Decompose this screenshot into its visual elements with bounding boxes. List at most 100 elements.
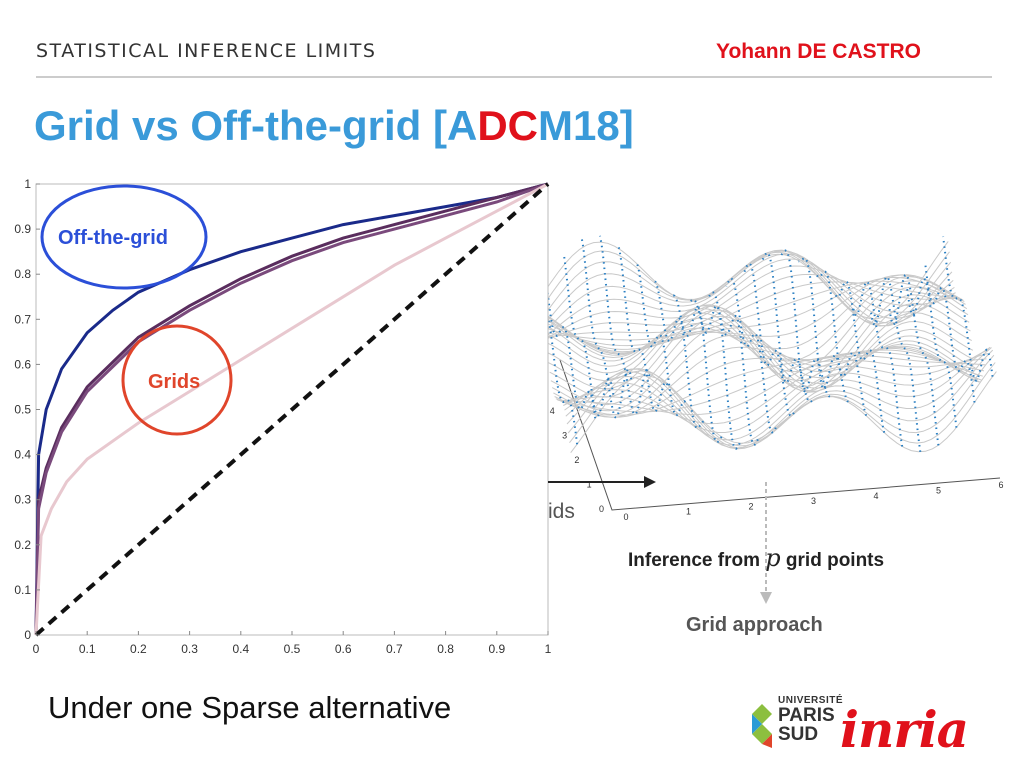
x-tick-label: 0.2 (130, 642, 147, 656)
inference-var: p (765, 544, 781, 572)
surface-mesh-line (542, 286, 969, 382)
surface-grid-points (689, 298, 741, 450)
header-divider (36, 76, 992, 78)
surface-mesh-line (566, 349, 994, 450)
surface-mesh-line (532, 273, 959, 338)
surface-floor-axes (559, 359, 1001, 511)
x-tick-label: 0.4 (232, 642, 249, 656)
y-tick-label: 0.7 (14, 312, 31, 326)
off-the-grid-bubble (40, 184, 208, 290)
surface-grid-points (869, 275, 922, 453)
surface-mesh-line (539, 276, 966, 362)
logo-line-1: UNIVERSITÉ (778, 695, 844, 706)
surface-mesh-line (537, 274, 964, 353)
paris-sud-logo: UNIVERSITÉ PARIS SUD (778, 695, 844, 745)
inference-suffix: grid points (785, 550, 885, 571)
surface-grid-points (562, 254, 615, 417)
surface-mesh-line (538, 274, 965, 354)
surface-mesh-line (534, 280, 961, 347)
surface-y-tick: 0 (599, 504, 604, 514)
surface-mesh-line (531, 265, 958, 343)
y-tick-label: 0.5 (14, 403, 31, 417)
roc-series-line-1 (34, 182, 549, 636)
surface-mesh-line (549, 309, 976, 398)
y-tick-label: 0 (24, 628, 31, 642)
y-tick-label: 0.4 (14, 448, 31, 462)
roc-ticks: 0 0.1 0.2 0.3 0.4 0.5 0.6 0.7 0.8 0.9 1 0 0.1 0.2 0.3 0… (14, 177, 551, 656)
surface-y-tick: 1 (587, 480, 592, 490)
title-prefix: Grid vs Off-the-grid [A (34, 102, 478, 149)
surface-mesh-line (559, 355, 986, 416)
x-tick-label: 0.1 (79, 642, 96, 656)
grids-label: Grids (148, 371, 201, 393)
y-tick-label: 0.1 (14, 583, 31, 597)
surface-grid-points (924, 262, 976, 403)
title-suffix: M18] (538, 102, 634, 149)
x-tick-label: 0 (33, 642, 40, 656)
surface-mesh-line (548, 305, 975, 390)
x-tick-label: 0.5 (284, 642, 301, 656)
slide-title: Grid vs Off-the-grid [ADCM18] (34, 102, 634, 150)
roc-series-line-3 (34, 182, 549, 636)
roc-series (34, 182, 550, 637)
y-tick-label: 0.6 (14, 357, 31, 371)
x-tick-label: 0.8 (437, 642, 454, 656)
grids-bubble (121, 324, 233, 436)
surface-x-tick: 0 (623, 512, 628, 522)
surface-grid-points (906, 277, 958, 428)
y-tick-label: 0.2 (14, 538, 31, 552)
surface-y-tick: 4 (550, 406, 555, 416)
y-tick-label: 1 (24, 177, 31, 191)
surface-x-tick: 3 (811, 496, 816, 506)
surface-mesh-line (529, 258, 956, 347)
surface-mesh-line (535, 277, 963, 350)
surface-x-tick: 1 (686, 507, 691, 517)
surface-mesh-line (522, 241, 949, 324)
x-tick-label: 1 (545, 642, 552, 656)
inria-logo: inria (840, 700, 969, 759)
inference-label: Inference from p grid points (628, 544, 884, 572)
surface-mesh-line (544, 302, 971, 392)
logo-line-3: SUD (778, 724, 819, 745)
surface-mesh-line (533, 281, 960, 341)
slide-caption: Under one Sparse alternative (48, 690, 452, 725)
surface-grid-points (635, 260, 687, 417)
surface-x-tick: 4 (873, 491, 878, 501)
surface-mesh-line (561, 353, 988, 433)
surface-mesh-line (540, 280, 968, 373)
surface-mesh-line (565, 347, 992, 449)
surface-mesh (522, 235, 997, 454)
y-tick-label: 0.9 (14, 222, 31, 236)
roc-series-line-4 (34, 182, 550, 637)
roc-series-line-0 (34, 182, 549, 636)
roc-series-line-2 (34, 182, 549, 636)
surface-mesh-line (524, 250, 952, 340)
surface-grid-points (851, 280, 904, 447)
surface-x-tick: 5 (936, 486, 941, 496)
x-tick-label: 0.3 (181, 642, 198, 656)
off-the-grid-label: Off-the-grid (58, 227, 168, 249)
surface-mesh-line (564, 346, 991, 446)
surface-x-tick: 2 (748, 501, 753, 511)
arrow-right-head (644, 476, 656, 488)
surface-mesh-line (546, 304, 974, 392)
x-tick-label: 0.6 (335, 642, 352, 656)
y-tick-label: 0.3 (14, 493, 31, 507)
surface-mesh-line (558, 351, 985, 413)
surface-y-tick: 3 (562, 431, 567, 441)
surface-grid-points (617, 244, 669, 413)
arrow-down-head (760, 592, 772, 604)
grid-approach-label: Grid approach (686, 614, 823, 636)
logo-line-2: PARIS (778, 705, 835, 726)
surface-ticks: 0 1 2 3 4 5 6 0 1 2 3 4 (550, 406, 1004, 522)
section-header: STATISTICAL INFERENCE LIMITS (36, 40, 377, 62)
surface-grid-points (761, 251, 813, 403)
surface-mesh-line (523, 250, 950, 333)
x-tick-label: 0.9 (488, 642, 505, 656)
x-tick-label: 0.7 (386, 642, 403, 656)
surface-y-tick: 2 (574, 455, 579, 465)
partial-label: ids (548, 500, 575, 523)
